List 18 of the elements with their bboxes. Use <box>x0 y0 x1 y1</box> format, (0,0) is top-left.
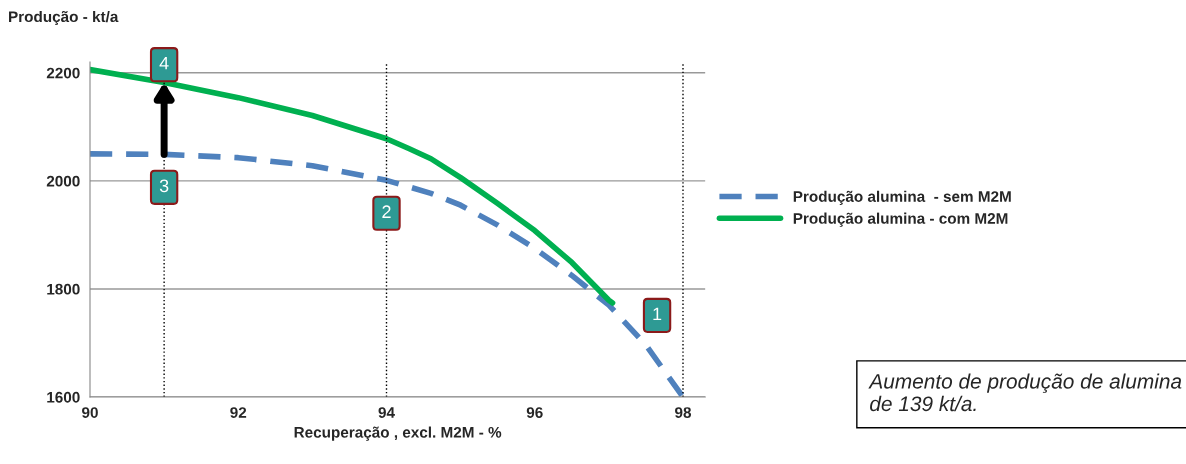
x-axis-title: Recuperação , excl. M2M - % <box>294 426 502 441</box>
x-tick-label: 90 <box>82 407 98 418</box>
legend-label: Produção alumina - com M2M <box>793 212 1008 227</box>
y-axis-title: Produção - kt/a <box>9 10 119 26</box>
annotation: 2 <box>382 205 391 218</box>
y-tick-label: 2200 <box>46 67 80 79</box>
y-tick-label: 1600 <box>47 391 80 403</box>
text: Aumento de produção de alumina de 139 kt/a. <box>868 373 1182 412</box>
annotation: 3 <box>159 179 169 193</box>
y-tick-label: 2000 <box>46 175 80 187</box>
annotation: 4 <box>159 56 169 70</box>
legend-label: Produção alumina - sem M2M <box>793 190 1011 205</box>
x-tick-label: 92 <box>230 407 247 418</box>
x-tick-label: 98 <box>675 407 692 418</box>
y-tick-label: 1800 <box>47 283 80 295</box>
x-tick-label: 94 <box>378 407 395 418</box>
annotation: 1 <box>653 307 662 321</box>
x-tick-label: 96 <box>526 407 543 418</box>
